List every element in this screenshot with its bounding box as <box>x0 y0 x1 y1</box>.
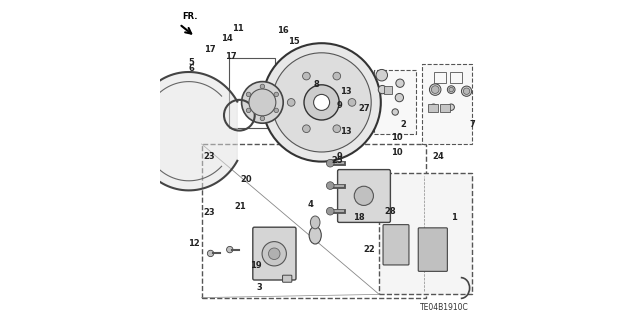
Circle shape <box>378 85 387 94</box>
Text: 7: 7 <box>469 120 475 129</box>
Text: 19: 19 <box>250 261 261 270</box>
Text: TE04B1910C: TE04B1910C <box>420 303 469 312</box>
Circle shape <box>447 86 455 93</box>
Text: 6: 6 <box>188 64 195 73</box>
Text: 10: 10 <box>391 133 403 142</box>
Text: 27: 27 <box>358 104 370 113</box>
Text: 4: 4 <box>307 200 314 209</box>
Ellipse shape <box>310 216 320 229</box>
Circle shape <box>326 207 334 215</box>
Circle shape <box>274 108 278 113</box>
Circle shape <box>348 99 356 106</box>
Text: 13: 13 <box>340 127 352 136</box>
Circle shape <box>303 125 310 132</box>
Text: 14: 14 <box>221 34 233 43</box>
FancyBboxPatch shape <box>283 275 292 282</box>
Text: 18: 18 <box>353 213 364 222</box>
Circle shape <box>333 72 340 80</box>
Text: 3: 3 <box>257 284 262 292</box>
Text: 15: 15 <box>289 37 300 46</box>
Text: 13: 13 <box>340 87 352 96</box>
Text: 20: 20 <box>241 175 252 184</box>
Text: 17: 17 <box>225 52 236 60</box>
Circle shape <box>272 53 371 152</box>
Text: 10: 10 <box>391 148 403 156</box>
Text: FR.: FR. <box>182 12 198 21</box>
Circle shape <box>396 79 404 87</box>
Circle shape <box>449 87 453 92</box>
Circle shape <box>326 182 334 189</box>
Text: 25: 25 <box>332 156 344 164</box>
Circle shape <box>260 116 265 121</box>
Circle shape <box>269 248 280 260</box>
Circle shape <box>249 89 276 116</box>
Circle shape <box>246 92 251 97</box>
Circle shape <box>260 84 265 89</box>
Circle shape <box>333 125 340 132</box>
FancyBboxPatch shape <box>374 70 416 134</box>
Circle shape <box>461 86 472 96</box>
Text: 12: 12 <box>188 239 200 248</box>
Text: 2: 2 <box>400 120 406 129</box>
Circle shape <box>207 250 214 257</box>
Text: 9: 9 <box>337 152 342 161</box>
FancyBboxPatch shape <box>440 104 450 112</box>
FancyBboxPatch shape <box>253 227 296 280</box>
Text: 22: 22 <box>364 245 376 254</box>
Text: 11: 11 <box>232 24 244 33</box>
Circle shape <box>262 43 381 162</box>
Text: 9: 9 <box>337 101 342 110</box>
Text: 1: 1 <box>451 213 458 222</box>
Circle shape <box>246 108 251 113</box>
Text: 23: 23 <box>204 152 216 161</box>
Ellipse shape <box>309 227 321 244</box>
Circle shape <box>314 94 330 110</box>
FancyBboxPatch shape <box>338 170 390 222</box>
Circle shape <box>448 104 454 110</box>
Circle shape <box>429 84 441 95</box>
FancyBboxPatch shape <box>380 173 472 294</box>
Circle shape <box>396 93 404 102</box>
Text: 21: 21 <box>235 202 246 211</box>
Circle shape <box>304 85 339 120</box>
Text: 17: 17 <box>204 45 216 54</box>
Circle shape <box>431 104 437 110</box>
FancyBboxPatch shape <box>384 86 392 94</box>
Circle shape <box>262 242 287 266</box>
Text: 28: 28 <box>385 207 396 216</box>
FancyBboxPatch shape <box>229 58 275 128</box>
Text: 8: 8 <box>314 80 319 89</box>
Circle shape <box>227 246 233 253</box>
Circle shape <box>287 99 295 106</box>
Circle shape <box>274 92 278 97</box>
Text: 16: 16 <box>277 26 289 35</box>
FancyBboxPatch shape <box>422 64 472 144</box>
Circle shape <box>376 69 388 81</box>
Circle shape <box>326 159 334 167</box>
Circle shape <box>355 186 374 205</box>
Text: 23: 23 <box>204 208 216 217</box>
Circle shape <box>463 88 470 94</box>
Circle shape <box>431 86 439 93</box>
FancyBboxPatch shape <box>202 144 426 298</box>
FancyBboxPatch shape <box>419 228 447 271</box>
Circle shape <box>303 72 310 80</box>
FancyBboxPatch shape <box>383 225 409 265</box>
Circle shape <box>392 109 398 115</box>
Polygon shape <box>133 72 237 190</box>
Text: 5: 5 <box>188 58 195 67</box>
Text: 24: 24 <box>433 152 444 161</box>
Circle shape <box>241 82 283 123</box>
FancyBboxPatch shape <box>428 104 438 112</box>
